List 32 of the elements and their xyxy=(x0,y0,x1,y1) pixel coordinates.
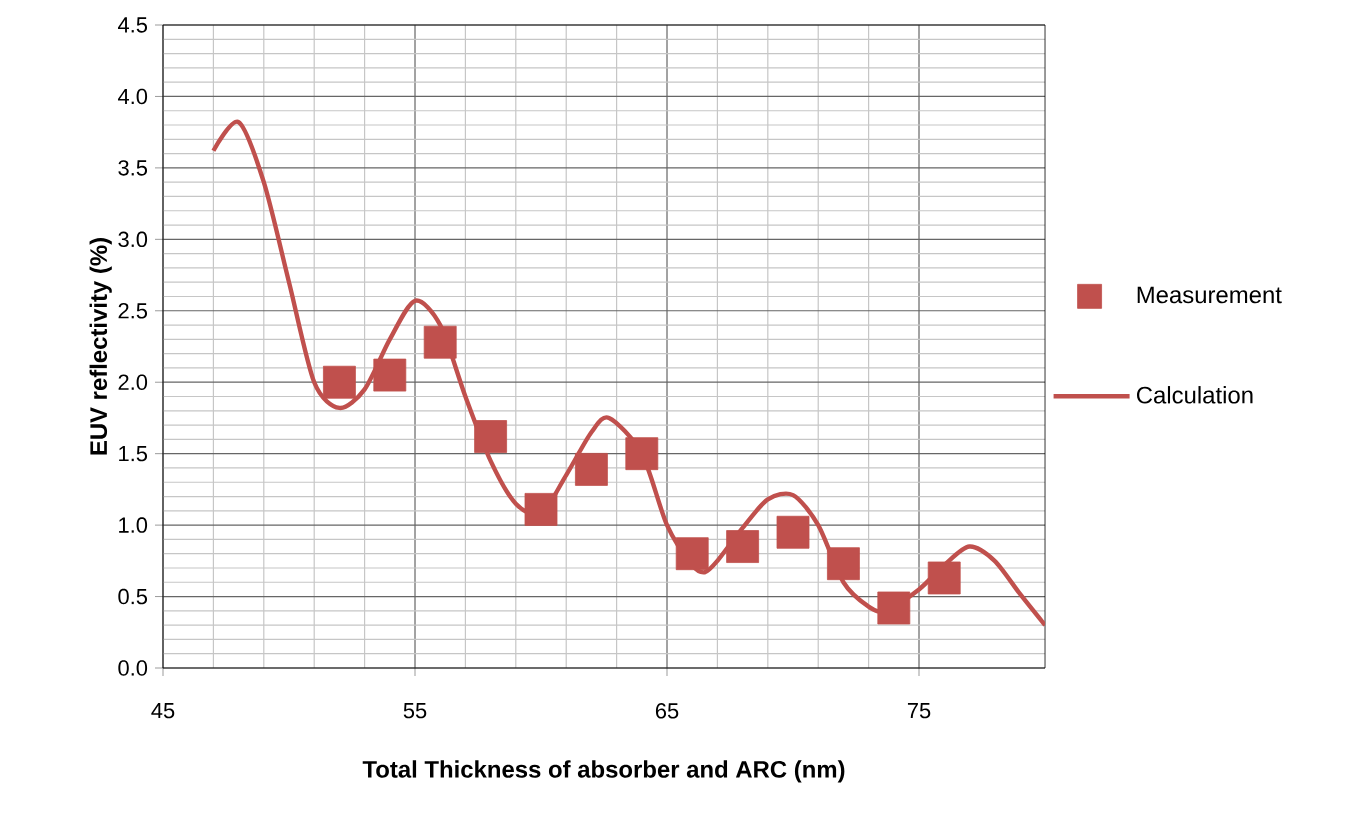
point xyxy=(474,420,508,453)
point xyxy=(373,358,407,392)
line-series xyxy=(211,119,1046,628)
x-tick-label: 75 xyxy=(907,703,931,719)
y-tick-label: 0.0 xyxy=(118,660,148,676)
legend-label: Measurement xyxy=(1137,286,1282,304)
point xyxy=(524,492,558,526)
y-tick-label: 3.0 xyxy=(118,231,148,248)
point xyxy=(776,515,810,549)
x-tick-label: 65 xyxy=(655,703,679,719)
legend-label: Calculation xyxy=(1136,386,1253,404)
point xyxy=(927,561,961,595)
y-tick-label: 4.5 xyxy=(117,17,148,33)
y-axis-title: EUV reflectivity (%) xyxy=(89,238,112,455)
point xyxy=(827,547,860,581)
y-tick-label: 1.0 xyxy=(119,517,148,533)
y-tick-label: 4.0 xyxy=(117,88,148,105)
point xyxy=(575,452,608,486)
point xyxy=(423,325,457,359)
y-tick-label: 1.5 xyxy=(119,446,148,462)
x-tick-label: 55 xyxy=(403,703,427,719)
point xyxy=(877,591,911,625)
x-axis-title: Total Thickness of absorber and ARC (nm) xyxy=(362,760,845,783)
point xyxy=(323,365,356,399)
y-tick-label: 0.5 xyxy=(118,588,148,605)
point xyxy=(625,437,659,471)
point xyxy=(726,530,760,563)
x-tick-label: 45 xyxy=(151,703,175,719)
y-tick-label: 2.5 xyxy=(118,303,148,319)
y-tick-label: 3.5 xyxy=(118,160,148,176)
point xyxy=(675,537,709,571)
y-tick-label: 2.0 xyxy=(118,374,148,390)
